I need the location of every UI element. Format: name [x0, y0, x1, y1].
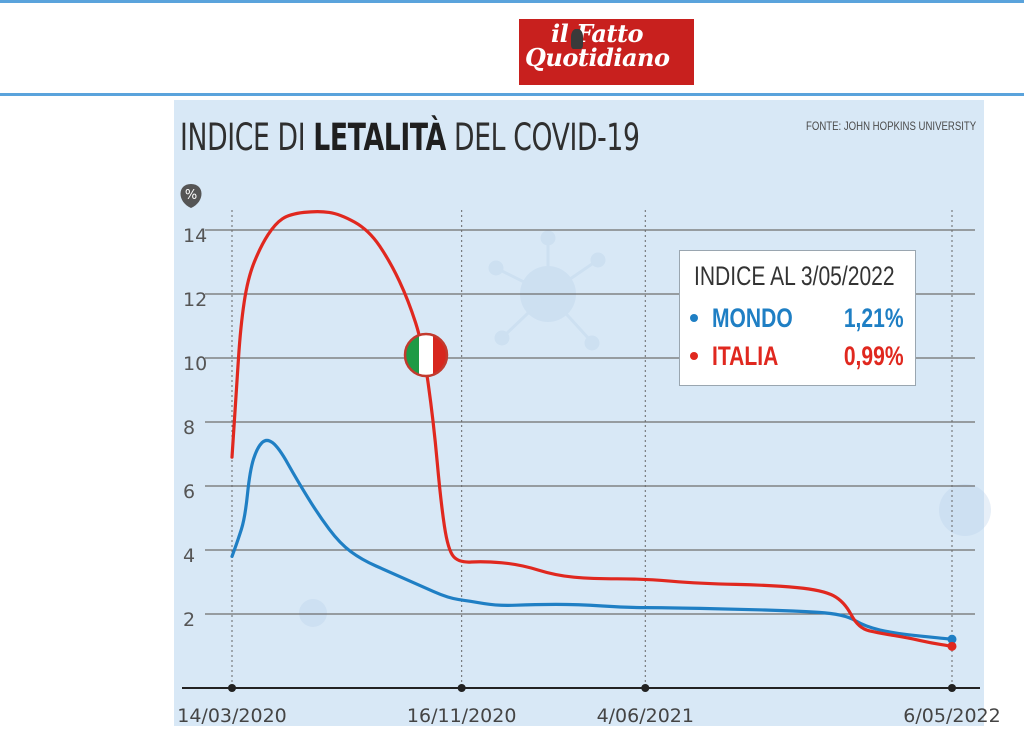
y-tick-label-10: 10 [183, 353, 207, 375]
series-line-italia [230, 210, 954, 648]
legend-dot-mondo [690, 314, 698, 322]
y-tick-label-6: 6 [183, 481, 195, 503]
flag-ring [403, 332, 449, 378]
y-unit-label: % [185, 188, 197, 203]
x-tick-label-1: 16/11/2020 [407, 705, 517, 727]
x-tick-label-3: 6/05/2022 [903, 705, 1000, 727]
x-tick-dot-1 [457, 684, 466, 692]
title-part-2: DEL COVID-19 [445, 116, 640, 159]
y-tick-label-14: 14 [183, 225, 207, 247]
legend-value-italia: 0,99% [844, 341, 904, 371]
title-bold-part: LETALITÀ [313, 116, 446, 159]
italy-flag-icon [403, 332, 449, 378]
logo-line-2: Quotidiano [525, 43, 670, 72]
x-tick-label-0: 14/03/2020 [177, 705, 287, 727]
series-line-mondo [230, 438, 954, 641]
y-tick-label-8: 8 [183, 417, 195, 439]
legend-entry-italia: ITALIA 0,99% [690, 339, 910, 373]
logo-figure-icon [571, 29, 583, 49]
chart-grid [205, 210, 975, 688]
x-tick-label-2: 4/06/2021 [597, 705, 694, 727]
y-unit-badge [180, 184, 202, 208]
legend-label-mondo: MONDO [712, 303, 793, 333]
chart-title: INDICE DI LETALITÀ DEL COVID-19 [180, 116, 640, 159]
y-axis: 2 4 6 8 10 12 14% [180, 184, 207, 631]
legend-title: INDICE AL 3/05/2022 [694, 261, 895, 291]
y-tick-label-12: 12 [183, 289, 207, 311]
y-tick-label-4: 4 [183, 545, 195, 567]
flag-white [419, 334, 433, 376]
chart-series [230, 210, 957, 651]
y-tick-label-2: 2 [183, 609, 195, 631]
chart-source: FONTE: JOHN HOPKINS UNIVERSITY [806, 119, 977, 133]
top-rule [0, 0, 1024, 3]
x-tick-dot-3 [948, 684, 956, 692]
newspaper-logo[interactable]: il Fatto Quotidiano [519, 19, 694, 85]
logo-line-1: il Fatto [551, 19, 644, 48]
header-divider [0, 93, 1024, 96]
legend-dot-italia [690, 352, 698, 360]
legend-entry-mondo: MONDO 1,21% [690, 301, 910, 335]
x-axis: 14/03/2020 16/11/2020 4/06/2021 6/05/2022 [177, 684, 1001, 727]
series-end-dot-italia [947, 641, 957, 651]
x-tick-dot-2 [641, 684, 650, 692]
x-tick-dot-0 [228, 684, 236, 692]
legend-label-italia: ITALIA [712, 341, 779, 371]
legend-value-mondo: 1,21% [844, 303, 904, 333]
title-part-1: INDICE DI [180, 116, 314, 159]
chart-legend: INDICE AL 3/05/2022 MONDO 1,21% ITALIA 0… [679, 250, 916, 386]
chart-panel [174, 100, 984, 726]
series-end-dot-mondo [947, 634, 957, 644]
